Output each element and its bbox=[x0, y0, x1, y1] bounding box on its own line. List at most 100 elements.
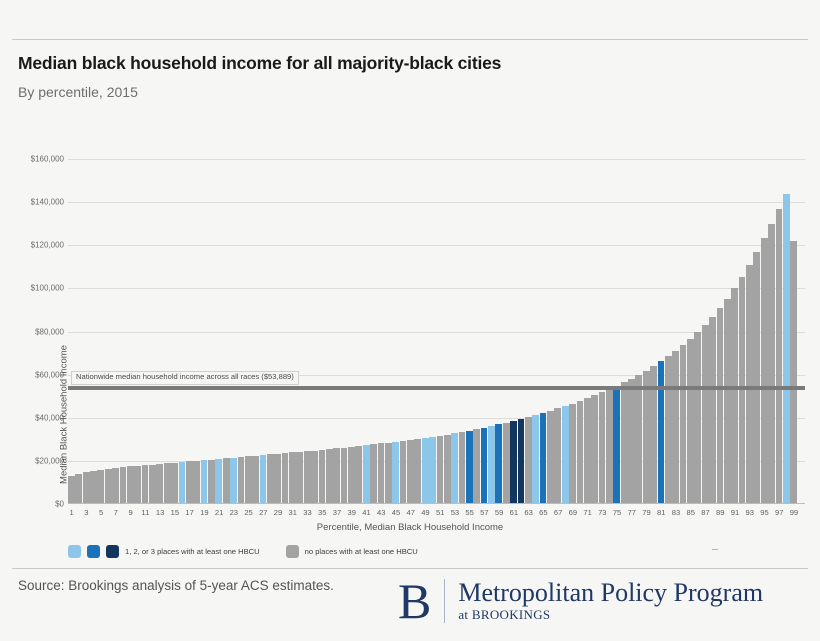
bar bbox=[377, 443, 385, 504]
bar bbox=[775, 208, 783, 504]
source-note: Source: Brookings analysis of 5-year ACS… bbox=[18, 578, 334, 593]
bar bbox=[311, 450, 318, 504]
bar bbox=[208, 459, 215, 504]
x-axis-tick-label: 71 bbox=[583, 508, 592, 517]
x-axis-tick-label: 13 bbox=[155, 508, 165, 517]
brookings-org-name: at BROOKINGS bbox=[458, 607, 551, 622]
bar bbox=[97, 469, 105, 504]
reference-line-label: Nationwide median household income acros… bbox=[71, 370, 299, 385]
bar bbox=[340, 447, 348, 504]
bar bbox=[502, 422, 510, 504]
bar bbox=[539, 413, 547, 504]
x-axis-tick-label: 95 bbox=[760, 508, 769, 517]
bar bbox=[657, 361, 665, 504]
x-axis-tick-label: 59 bbox=[494, 508, 504, 517]
bar bbox=[465, 430, 473, 504]
bar bbox=[782, 193, 790, 504]
bar bbox=[325, 449, 333, 504]
x-axis-tick-label: 39 bbox=[347, 508, 356, 517]
bar bbox=[583, 398, 591, 504]
bar bbox=[561, 406, 569, 504]
legend-label-no-hbcu: no places with at least one HBCU bbox=[304, 546, 418, 556]
bar bbox=[569, 403, 576, 504]
bar bbox=[200, 460, 208, 504]
x-axis-tick-label: 33 bbox=[303, 508, 312, 517]
x-axis-tick-label: 65 bbox=[539, 508, 548, 517]
bar bbox=[768, 223, 775, 504]
y-axis-tick-label: $100,000 bbox=[30, 283, 64, 293]
bar bbox=[436, 435, 444, 504]
bar bbox=[407, 439, 414, 504]
bar bbox=[126, 466, 134, 504]
legend-item-hbcu: 1, 2, or 3 places with at least one HBCU bbox=[68, 544, 286, 558]
bar bbox=[149, 464, 156, 504]
bar bbox=[82, 472, 90, 504]
bar bbox=[738, 277, 746, 504]
bar bbox=[362, 445, 370, 504]
bar bbox=[266, 454, 274, 504]
bar bbox=[237, 457, 245, 504]
x-axis-tick-label: 53 bbox=[450, 508, 460, 517]
legend-item-no-hbcu: no places with at least one HBCU bbox=[285, 544, 444, 558]
x-axis-tick-label: 5 bbox=[99, 508, 104, 517]
x-axis-tick-label: 97 bbox=[774, 508, 784, 517]
x-axis-tick-label: 9 bbox=[128, 508, 133, 517]
bar bbox=[289, 452, 296, 504]
bar bbox=[68, 475, 75, 504]
x-axis-tick-label: 43 bbox=[376, 508, 386, 517]
bar bbox=[119, 467, 127, 504]
bar bbox=[709, 316, 716, 504]
x-axis-tick-label: 79 bbox=[642, 508, 651, 517]
bar bbox=[746, 265, 753, 504]
bar bbox=[480, 427, 488, 504]
bar bbox=[554, 408, 562, 504]
bar bbox=[421, 437, 429, 504]
x-axis-tick-label: 19 bbox=[200, 508, 209, 517]
y-axis-tick-label: $0 bbox=[55, 499, 64, 509]
legend-swatch-light-blue bbox=[68, 544, 81, 558]
bar bbox=[642, 370, 650, 504]
x-axis-tick-label: 63 bbox=[524, 508, 533, 517]
bar bbox=[473, 429, 481, 504]
legend: 1, 2, or 3 places with at least one HBCU… bbox=[68, 543, 444, 559]
brookings-b-mark: B bbox=[398, 573, 432, 629]
y-axis-tick-label: $80,000 bbox=[35, 327, 64, 336]
page-subtitle: By percentile, 2015 bbox=[18, 84, 138, 100]
bar bbox=[141, 465, 149, 504]
bar bbox=[547, 410, 554, 504]
bar bbox=[716, 308, 724, 504]
x-axis-tick-label: 61 bbox=[509, 508, 519, 517]
bar bbox=[650, 366, 657, 504]
bar bbox=[628, 378, 635, 504]
bar bbox=[384, 442, 392, 504]
bar bbox=[672, 350, 680, 504]
reference-line bbox=[68, 385, 805, 390]
gridline bbox=[68, 245, 805, 247]
x-axis-tick-label: 73 bbox=[598, 508, 607, 517]
bar bbox=[185, 461, 193, 504]
x-axis-tick-label: 93 bbox=[745, 508, 754, 517]
x-axis-tick-label: 85 bbox=[686, 508, 695, 517]
bar bbox=[348, 446, 355, 504]
x-axis-tick-label: 7 bbox=[113, 508, 119, 517]
x-axis-tick-label: 21 bbox=[214, 508, 224, 517]
gridline bbox=[68, 374, 805, 376]
x-axis-tick-label: 27 bbox=[259, 508, 268, 517]
legend-label-hbcu: 1, 2, or 3 places with at least one HBCU bbox=[125, 546, 260, 556]
x-axis-tick-label: 89 bbox=[716, 508, 725, 517]
bar bbox=[303, 451, 311, 504]
plot-area: Nationwide median household income acros… bbox=[68, 159, 805, 504]
x-axis-tick-label: 29 bbox=[273, 508, 283, 517]
legend-swatch-medium-blue bbox=[87, 544, 100, 558]
bar bbox=[75, 473, 83, 504]
gridline bbox=[68, 288, 805, 290]
bar bbox=[701, 324, 709, 504]
x-axis-tick-label: 47 bbox=[406, 508, 415, 517]
y-axis-tick-label: $60,000 bbox=[35, 370, 64, 380]
bar bbox=[679, 345, 687, 504]
bar bbox=[723, 298, 731, 504]
gridline bbox=[68, 417, 805, 419]
chart-canvas: Median Black Household Income $0 $20,000 $… bbox=[30, 155, 805, 559]
bar bbox=[414, 438, 422, 504]
x-axis-tick-label: 31 bbox=[288, 508, 298, 517]
